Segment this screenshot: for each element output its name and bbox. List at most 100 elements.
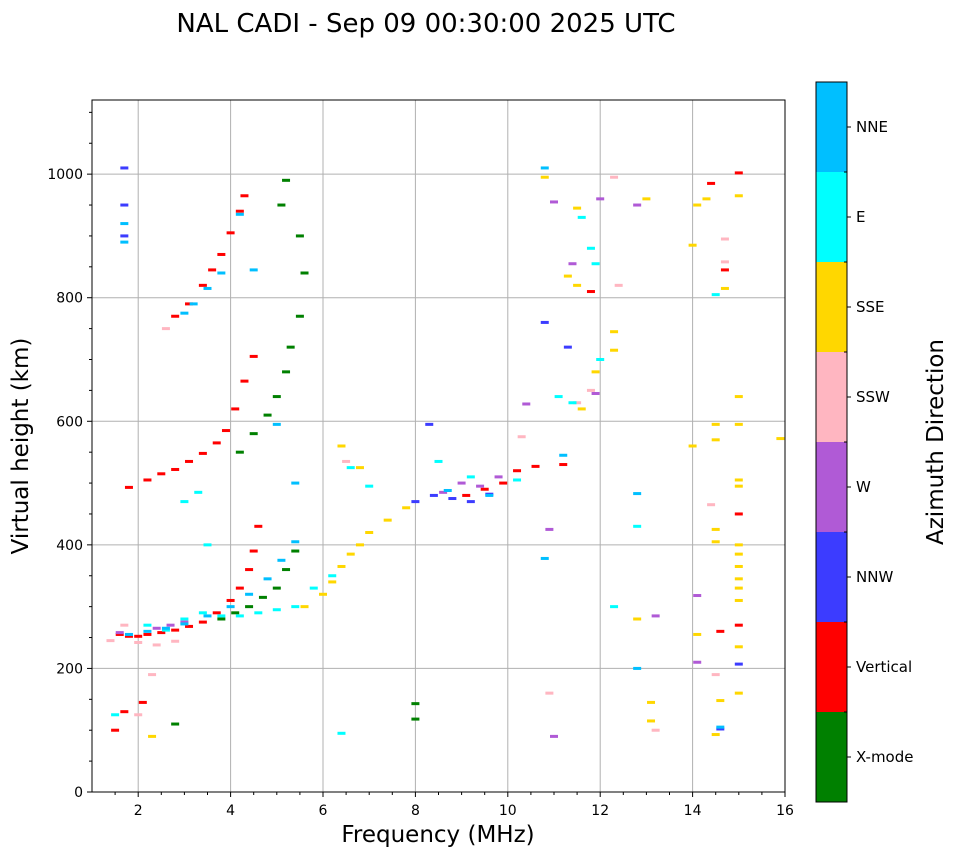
data-point-ssw [711, 673, 720, 677]
data-point-vertical [171, 467, 180, 471]
data-point-vertical [513, 469, 522, 473]
data-point-nne [291, 481, 300, 485]
x-tick-label: 10 [499, 803, 517, 819]
data-point-sse [776, 437, 785, 441]
data-point-sse [563, 274, 572, 278]
data-point-e [365, 484, 374, 488]
x-tick-label: 6 [319, 803, 328, 819]
data-point-nne [716, 725, 725, 729]
colorbar-tick-label: Vertical [856, 658, 912, 676]
data-point-vertical [185, 459, 194, 463]
data-point-vertical [185, 624, 194, 628]
data-point-nne [203, 286, 212, 290]
data-point-e [328, 574, 337, 578]
data-point-nne [120, 240, 129, 244]
data-point-sse [734, 645, 743, 649]
data-point-nnw [120, 203, 129, 207]
x-tick-label: 4 [226, 803, 235, 819]
colorbar-tick-label: NNE [856, 118, 888, 136]
data-point-vertical [138, 700, 147, 704]
data-point-sse [734, 543, 743, 547]
data-point-e [711, 293, 720, 297]
data-point-sse [716, 699, 725, 703]
data-point-nnw [425, 422, 434, 426]
data-point-x-mode [300, 271, 309, 275]
x-tick-label: 12 [591, 803, 609, 819]
data-point-ssw [720, 237, 729, 241]
data-point-sse [734, 194, 743, 198]
data-point-nne [485, 493, 494, 497]
data-point-nne [161, 626, 170, 630]
data-point-sse [148, 734, 157, 738]
data-point-w [439, 490, 448, 494]
data-point-sse [734, 577, 743, 581]
data-point-sse [711, 438, 720, 442]
data-point-ssw [586, 388, 595, 392]
data-point-ssw [152, 643, 161, 647]
data-point-x-mode [249, 432, 258, 436]
data-point-vertical [157, 472, 166, 476]
data-point-ssw [573, 401, 582, 405]
data-point-w [693, 594, 702, 598]
data-point-nne [217, 271, 226, 275]
data-point-vertical [254, 524, 263, 528]
data-point-e [217, 614, 226, 618]
data-point-nne [143, 629, 152, 633]
data-point-e [577, 215, 586, 219]
data-point-nnw [120, 166, 129, 170]
data-point-x-mode [277, 203, 286, 207]
data-point-vertical [586, 290, 595, 294]
data-point-ssw [651, 728, 660, 732]
data-point-x-mode [295, 234, 304, 238]
data-point-vertical [707, 181, 716, 185]
colorbar-tick-label: X-mode [856, 748, 913, 766]
data-point-e [513, 478, 522, 482]
colorbar-label: Azimuth Direction [923, 339, 949, 545]
data-point-e [235, 614, 244, 618]
data-point-vertical [734, 623, 743, 627]
data-point-vertical [226, 231, 235, 235]
data-point-e [111, 713, 120, 717]
data-point-sse [720, 286, 729, 290]
data-point-nne [272, 422, 281, 426]
data-point-x-mode [171, 722, 180, 726]
data-point-nnw [540, 320, 549, 324]
data-point-sse [573, 283, 582, 287]
data-point-x-mode [272, 395, 281, 399]
data-points [106, 166, 785, 738]
data-point-sse [734, 598, 743, 602]
data-point-nne [249, 268, 258, 272]
data-point-w [115, 631, 124, 635]
data-point-sse [693, 632, 702, 636]
data-point-sse [734, 395, 743, 399]
data-point-sse [688, 243, 697, 247]
data-point-vertical [198, 620, 207, 624]
data-point-x-mode [282, 178, 291, 182]
data-point-vertical [120, 710, 129, 714]
data-point-ssw [134, 640, 143, 644]
data-point-e [633, 524, 642, 528]
data-point-nnw [411, 500, 420, 504]
data-point-vertical [143, 478, 152, 482]
data-point-e [161, 628, 170, 632]
data-point-e [272, 608, 281, 612]
data-point-e [309, 586, 318, 590]
colorbar-frame [815, 81, 848, 803]
data-point-sse [734, 478, 743, 482]
data-point-vertical [212, 611, 221, 615]
data-point-sse [591, 370, 600, 374]
data-point-ssw [342, 459, 351, 463]
data-point-sse [711, 733, 720, 737]
data-point-sse [573, 206, 582, 210]
y-tick-label: 200 [56, 661, 83, 677]
data-point-sse [319, 592, 327, 596]
x-tick-label: 8 [411, 803, 420, 819]
data-point-w [152, 626, 161, 630]
data-point-e [586, 246, 595, 250]
data-point-e [596, 358, 605, 361]
data-point-nnw [448, 497, 457, 501]
data-point-nnw [466, 500, 475, 504]
colorbar-tick-label: NNW [856, 568, 893, 586]
data-point-vertical [231, 407, 240, 411]
